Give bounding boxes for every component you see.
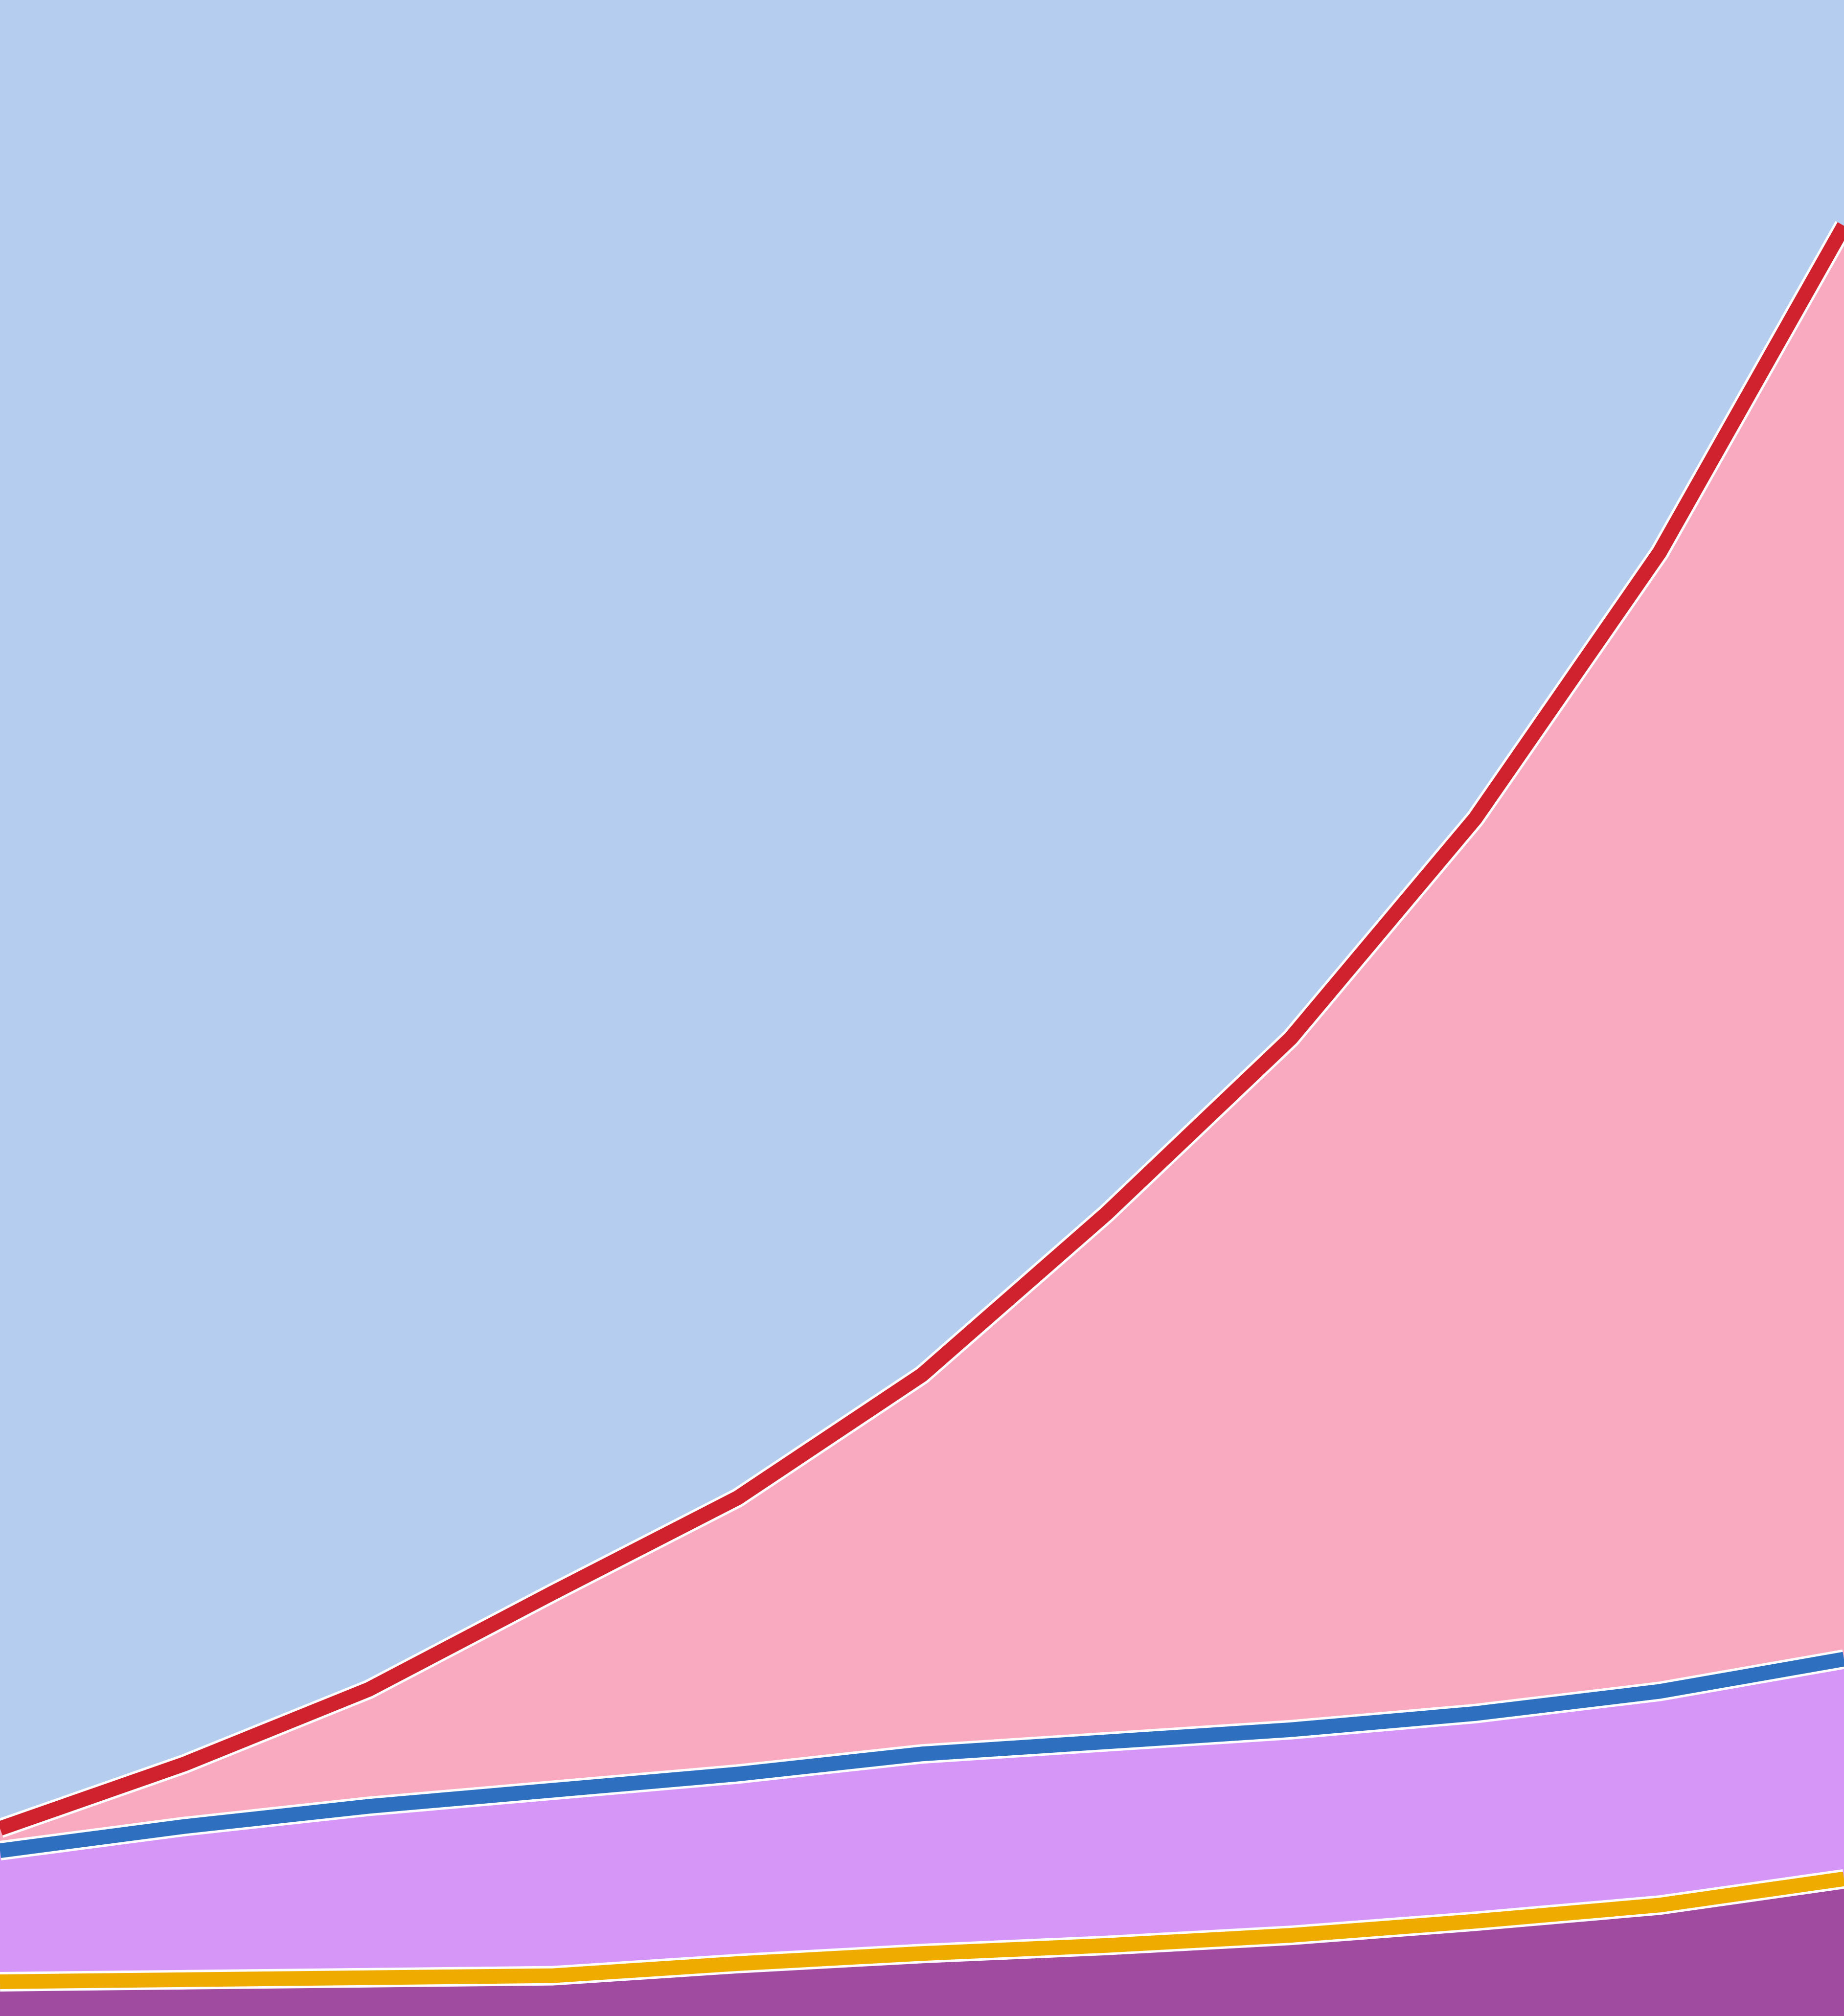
line [0, 1871, 1844, 1989]
area [0, 226, 1844, 2016]
line [0, 1652, 1844, 1858]
line [0, 222, 1844, 1835]
